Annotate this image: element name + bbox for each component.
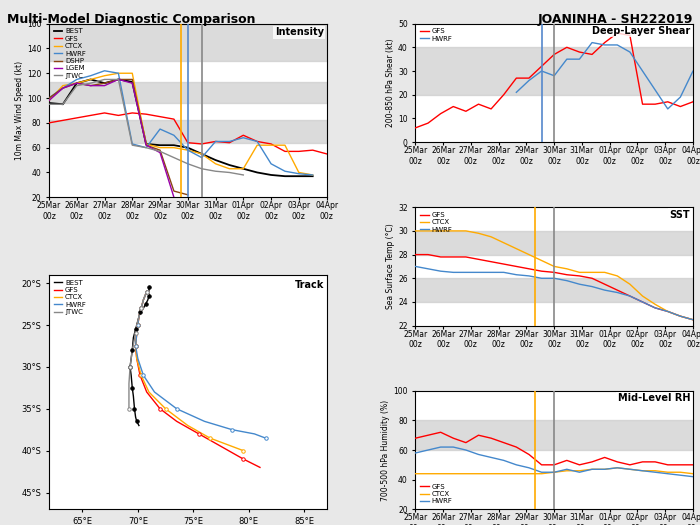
Text: Track: Track [295, 279, 324, 289]
Bar [415, 278, 693, 302]
Bar [49, 82, 327, 103]
Legend: GFS, HWRF: GFS, HWRF [419, 27, 454, 43]
Legend: BEST, GFS, CTCX, HWRF, DSHP, LGEM, JTWC: BEST, GFS, CTCX, HWRF, DSHP, LGEM, JTWC [52, 27, 88, 80]
Y-axis label: 200-850 hPa Shear (kt): 200-850 hPa Shear (kt) [386, 38, 395, 127]
Bar [49, 120, 327, 143]
Legend: BEST, GFS, CTCX, HWRF, JTWC: BEST, GFS, CTCX, HWRF, JTWC [52, 278, 88, 317]
Y-axis label: 10m Max Wind Speed (kt): 10m Max Wind Speed (kt) [15, 61, 24, 160]
Y-axis label: 700-500 hPa Humidity (%): 700-500 hPa Humidity (%) [382, 400, 391, 501]
Legend: GFS, CTCX, HWRF: GFS, CTCX, HWRF [419, 482, 454, 506]
Text: JOANINHA - SH222019: JOANINHA - SH222019 [538, 13, 693, 26]
Bar [415, 231, 693, 255]
Y-axis label: Sea Surface Temp (°C): Sea Surface Temp (°C) [386, 224, 395, 309]
Text: Mid-Level RH: Mid-Level RH [617, 393, 690, 403]
Text: Intensity: Intensity [275, 27, 324, 37]
Text: SST: SST [670, 209, 690, 219]
Legend: GFS, CTCX, HWRF: GFS, CTCX, HWRF [419, 211, 454, 234]
Bar [415, 421, 693, 450]
Text: Multi-Model Diagnostic Comparison: Multi-Model Diagnostic Comparison [7, 13, 256, 26]
Bar [49, 24, 327, 61]
Bar [415, 47, 693, 94]
Text: Deep-Layer Shear: Deep-Layer Shear [592, 26, 690, 36]
